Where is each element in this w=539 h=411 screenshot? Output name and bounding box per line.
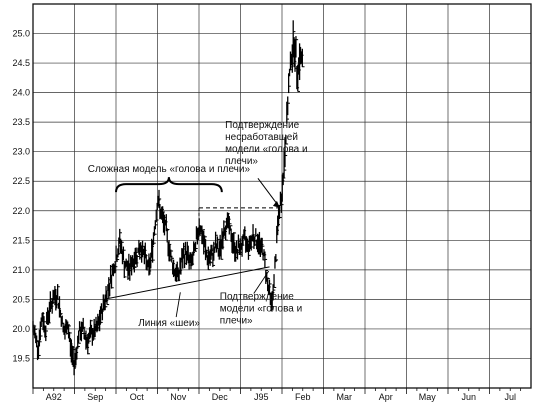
y-tick-label: 23.0 bbox=[12, 147, 30, 157]
pattern-brace bbox=[115, 177, 223, 193]
x-tick-label: Jun bbox=[461, 392, 476, 402]
x-tick-label: May bbox=[419, 392, 437, 402]
confirm-label-line: модели «голова и bbox=[220, 303, 302, 314]
confirm-pointer bbox=[253, 270, 270, 294]
x-tick-label: A92 bbox=[46, 392, 62, 402]
y-tick-label: 21.5 bbox=[12, 235, 30, 245]
failed-confirm-label-line: модели «голова и bbox=[225, 144, 307, 155]
y-tick-label: 25.0 bbox=[12, 29, 30, 39]
x-tick-label: Oct bbox=[130, 392, 145, 402]
failed-confirm-label-line: несработавшей bbox=[225, 131, 298, 143]
y-tick-label: 24.0 bbox=[12, 88, 30, 98]
y-tick-label: 22.0 bbox=[12, 206, 30, 216]
x-tick-label: Feb bbox=[295, 392, 311, 402]
complex-pattern-label: Сложная модель «голова и плечи» bbox=[88, 164, 251, 175]
failed-confirm-label-line: плечи» bbox=[225, 156, 258, 167]
x-tick-label: Nov bbox=[170, 392, 187, 402]
x-tick-label: Dec bbox=[212, 392, 229, 402]
neckline-pointer bbox=[175, 292, 181, 318]
neckline-label: Линия «шеи» bbox=[138, 318, 200, 329]
x-tick-label: Jul bbox=[504, 392, 516, 402]
neckline bbox=[103, 266, 270, 300]
axes: A92 Sep Oct Nov Dec J95 Feb Mar Apr May Jun Jul 19.5… bbox=[12, 3, 532, 402]
y-tick-label: 22.5 bbox=[12, 176, 30, 186]
x-tick-label: Apr bbox=[379, 392, 393, 402]
x-tick-label: Sep bbox=[87, 392, 103, 402]
annotations-layer: Сложная модель «голова и плечи» Линия «ше… bbox=[88, 120, 308, 329]
y-tick-label: 21.0 bbox=[12, 265, 30, 275]
y-tick-label: 20.5 bbox=[12, 294, 30, 304]
y-tick-label: 20.0 bbox=[12, 324, 30, 334]
y-tick-label: 19.5 bbox=[12, 353, 30, 363]
y-tick-label: 23.5 bbox=[12, 117, 30, 127]
y-tick-label: 24.5 bbox=[12, 58, 30, 68]
confirm-label-line: плечи» bbox=[220, 315, 253, 326]
confirm-label-line: Подтверждение bbox=[220, 291, 294, 302]
x-tick-label: Mar bbox=[337, 392, 353, 402]
failed-confirm-arrowhead bbox=[272, 200, 280, 208]
failed-confirm-label-line: Подтверждение bbox=[225, 120, 299, 131]
price-bars bbox=[32, 20, 305, 376]
x-tick-label: J95 bbox=[254, 392, 269, 402]
